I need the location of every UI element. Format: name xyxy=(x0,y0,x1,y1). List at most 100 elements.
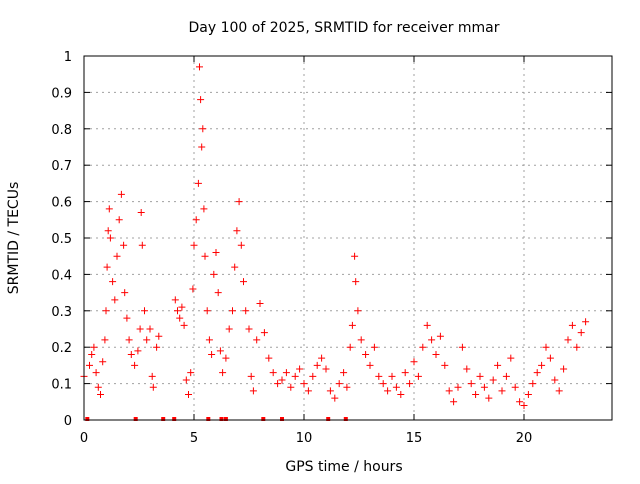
data-point xyxy=(331,394,339,402)
data-point xyxy=(269,369,277,377)
data-point xyxy=(185,391,192,399)
x-tick-label: 15 xyxy=(406,431,423,446)
data-point xyxy=(120,241,128,249)
data-point xyxy=(304,387,312,395)
y-tick-label: 0.5 xyxy=(51,232,72,247)
data-point xyxy=(392,383,400,391)
y-axis-label: SRMTID / TECUs xyxy=(6,182,22,295)
data-point xyxy=(249,387,257,395)
data-point xyxy=(343,383,351,391)
x-tick-labels: 0 5 10 15 20 xyxy=(80,431,532,446)
data-point xyxy=(502,372,510,380)
data-point xyxy=(577,329,585,337)
data-point xyxy=(174,307,181,315)
data-point xyxy=(208,350,216,358)
data-point xyxy=(194,179,202,187)
data-point xyxy=(210,270,218,278)
data-point xyxy=(560,365,568,373)
data-point xyxy=(237,241,245,249)
data-point xyxy=(498,387,506,395)
data-point xyxy=(105,205,113,213)
data-point xyxy=(245,325,253,333)
data-point xyxy=(229,307,236,315)
data-point xyxy=(354,307,362,315)
data-point xyxy=(322,365,330,373)
data-point xyxy=(406,380,414,388)
data-point xyxy=(511,383,519,391)
data-point xyxy=(203,307,211,315)
data-point xyxy=(192,216,200,224)
data-point xyxy=(235,198,243,206)
data-point xyxy=(538,361,546,369)
data-point xyxy=(256,300,264,308)
data-point xyxy=(384,387,392,395)
data-point xyxy=(137,209,145,217)
data-point xyxy=(106,234,114,242)
data-point xyxy=(428,336,436,344)
data-point xyxy=(291,372,299,380)
data-point xyxy=(143,336,151,344)
data-point xyxy=(533,369,541,377)
data-point xyxy=(265,354,273,362)
data-point xyxy=(318,354,326,362)
data-point xyxy=(524,391,532,399)
data-point xyxy=(233,227,241,235)
data-point xyxy=(189,285,197,293)
data-point xyxy=(102,307,110,315)
data-point xyxy=(546,354,554,362)
data-point xyxy=(274,380,282,388)
data-point xyxy=(182,376,190,384)
data-point xyxy=(441,361,449,369)
x-tick-label: 20 xyxy=(516,431,533,446)
y-tick-label: 0.9 xyxy=(51,86,72,101)
data-point xyxy=(216,347,224,355)
data-point xyxy=(362,350,370,358)
data-point xyxy=(247,372,255,380)
data-point xyxy=(370,343,378,351)
data-point xyxy=(180,321,188,329)
x-tick-label: 5 xyxy=(190,431,198,446)
grid xyxy=(84,56,612,420)
data-point xyxy=(90,343,98,351)
y-tick-label: 0.4 xyxy=(51,268,72,283)
data-point xyxy=(419,343,427,351)
data-point xyxy=(111,296,119,304)
data-point xyxy=(117,190,125,198)
data-point xyxy=(472,391,480,399)
x-tick-label: 10 xyxy=(296,431,313,446)
y-tick-label: 0.2 xyxy=(51,341,72,356)
data-point xyxy=(388,372,396,380)
data-point xyxy=(148,372,156,380)
data-point xyxy=(573,343,581,351)
data-point xyxy=(121,289,129,297)
data-point xyxy=(432,350,440,358)
data-point xyxy=(201,252,209,260)
data-point xyxy=(352,278,360,286)
data-point xyxy=(410,358,418,366)
data-point xyxy=(109,278,117,286)
data-point xyxy=(131,361,139,369)
data-point xyxy=(582,318,590,326)
data-point xyxy=(529,380,537,388)
data-point xyxy=(480,383,488,391)
data-point xyxy=(134,347,142,355)
y-tick-label: 0.1 xyxy=(51,378,72,393)
data-point xyxy=(494,361,502,369)
data-point xyxy=(436,332,444,340)
data-point xyxy=(104,227,112,235)
chart-title: Day 100 of 2025, SRMTID for receiver mma… xyxy=(188,20,499,36)
data-point xyxy=(103,263,111,271)
data-point xyxy=(115,216,123,224)
data-point xyxy=(401,369,409,377)
data-point xyxy=(260,329,268,337)
data-point xyxy=(507,354,515,362)
data-point xyxy=(225,325,233,333)
y-tick-label: 0.7 xyxy=(51,159,72,174)
data-point xyxy=(155,332,163,340)
data-point xyxy=(348,321,356,329)
data-point xyxy=(171,296,179,304)
data-point xyxy=(423,321,431,329)
data-point xyxy=(138,241,146,249)
data-point xyxy=(542,343,550,351)
